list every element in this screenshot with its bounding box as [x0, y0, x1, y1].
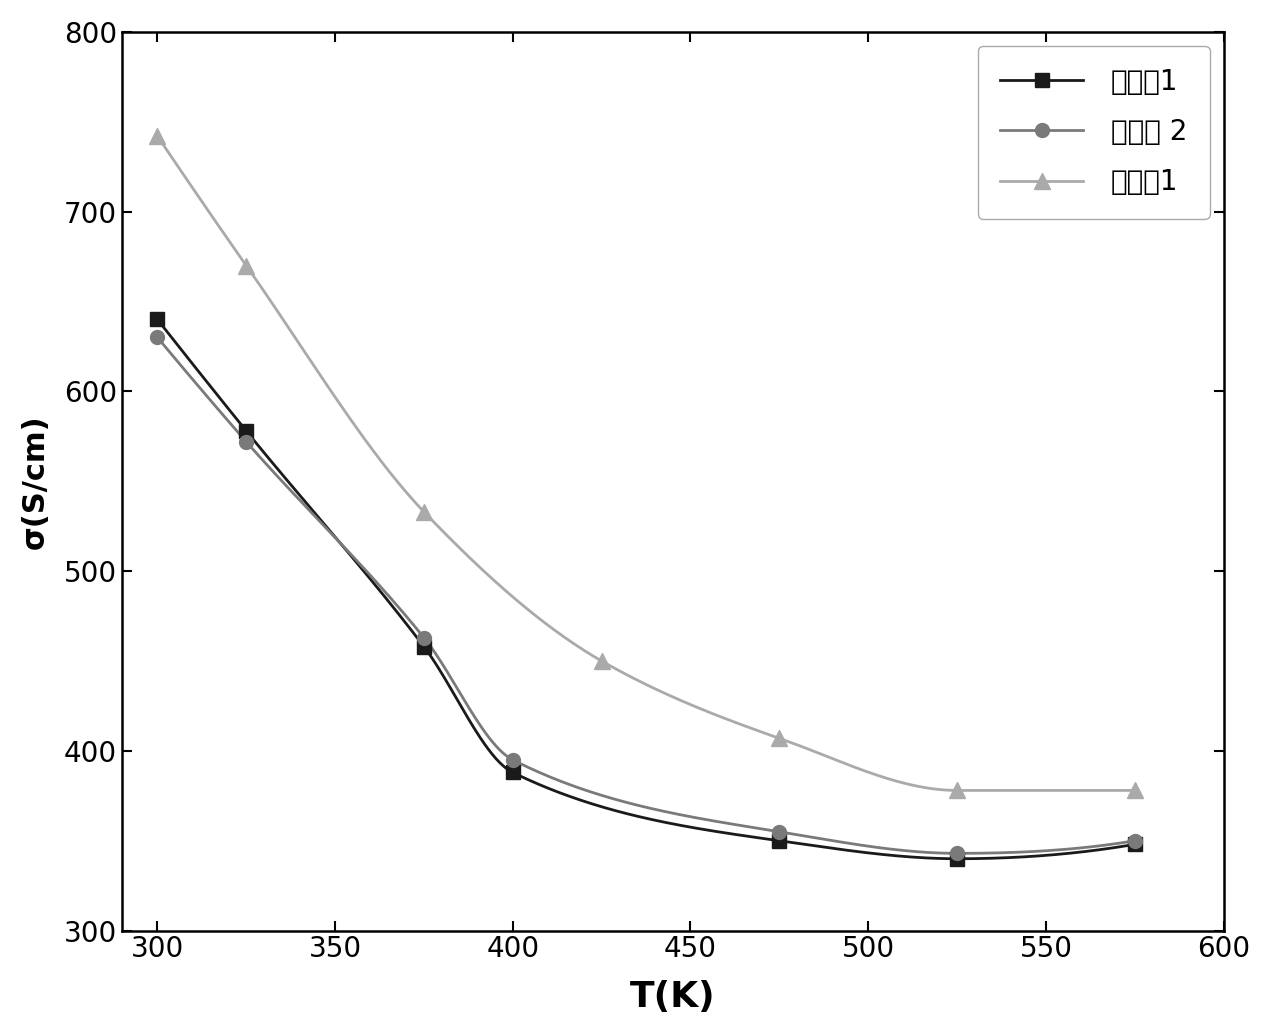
- 对比例 2: [239, 436, 254, 448]
- 对比例1: [1127, 838, 1143, 851]
- Y-axis label: σ(S/cm): σ(S/cm): [20, 414, 50, 549]
- 实施例1: [594, 655, 609, 668]
- 实施例1: [239, 260, 254, 272]
- 对比例 2: [1127, 834, 1143, 847]
- 实施例1: [150, 129, 165, 142]
- 对比例1: [949, 853, 965, 865]
- 对比例 2: [417, 631, 432, 644]
- Line: 对比例1: 对比例1: [150, 313, 1141, 865]
- 实施例1: [1127, 785, 1143, 797]
- Line: 对比例 2: 对比例 2: [150, 330, 1141, 860]
- 实施例1: [771, 732, 787, 744]
- 对比例1: [150, 314, 165, 326]
- 实施例1: [417, 505, 432, 518]
- 对比例 2: [505, 753, 520, 766]
- 对比例1: [239, 424, 254, 437]
- Legend: 对比例1, 对比例 2, 实施例1: 对比例1, 对比例 2, 实施例1: [977, 46, 1210, 218]
- 对比例 2: [771, 826, 787, 838]
- 对比例 2: [150, 331, 165, 344]
- 实施例1: [949, 785, 965, 797]
- 对比例 2: [949, 847, 965, 859]
- 对比例1: [771, 834, 787, 847]
- X-axis label: T(K): T(K): [630, 980, 716, 1014]
- 对比例1: [417, 641, 432, 653]
- Line: 实施例1: 实施例1: [150, 128, 1143, 798]
- 对比例1: [505, 766, 520, 778]
